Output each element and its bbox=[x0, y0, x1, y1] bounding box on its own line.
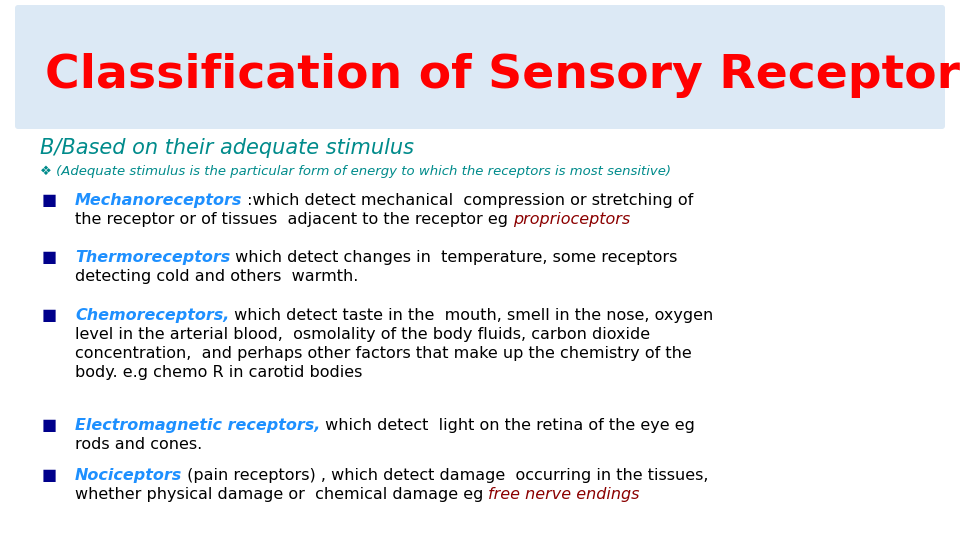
Text: B/Based on their adequate stimulus: B/Based on their adequate stimulus bbox=[40, 138, 414, 158]
Text: level in the arterial blood,  osmolality of the body fluids, carbon dioxide: level in the arterial blood, osmolality … bbox=[75, 327, 650, 342]
Text: ■: ■ bbox=[42, 418, 58, 433]
Text: :which detect mechanical  compression or stretching of: :which detect mechanical compression or … bbox=[242, 193, 694, 208]
Text: ■: ■ bbox=[42, 250, 58, 265]
Text: free nerve endings: free nerve endings bbox=[489, 487, 640, 502]
Text: detecting cold and others  warmth.: detecting cold and others warmth. bbox=[75, 269, 358, 284]
Text: (pain receptors) , which detect damage  occurring in the tissues,: (pain receptors) , which detect damage o… bbox=[182, 468, 708, 483]
Text: which detect taste in the  mouth, smell in the nose, oxygen: which detect taste in the mouth, smell i… bbox=[229, 308, 713, 323]
Text: Chemoreceptors,: Chemoreceptors, bbox=[75, 308, 229, 323]
Text: rods and cones.: rods and cones. bbox=[75, 437, 203, 452]
Text: the receptor or of tissues  adjacent to the receptor eg: the receptor or of tissues adjacent to t… bbox=[75, 212, 514, 227]
Text: Classification of Sensory Receptors-2: Classification of Sensory Receptors-2 bbox=[45, 52, 960, 98]
Text: whether physical damage or  chemical damage eg: whether physical damage or chemical dama… bbox=[75, 487, 489, 502]
Text: ■: ■ bbox=[42, 308, 58, 323]
Text: body. e.g chemo R in carotid bodies: body. e.g chemo R in carotid bodies bbox=[75, 365, 362, 380]
Text: Thermoreceptors: Thermoreceptors bbox=[75, 250, 230, 265]
Text: which detect changes in  temperature, some receptors: which detect changes in temperature, som… bbox=[230, 250, 678, 265]
Text: Nociceptors: Nociceptors bbox=[75, 468, 182, 483]
Text: Mechanoreceptors: Mechanoreceptors bbox=[75, 193, 242, 208]
Text: proprioceptors: proprioceptors bbox=[514, 212, 631, 227]
Text: which detect  light on the retina of the eye eg: which detect light on the retina of the … bbox=[321, 418, 695, 433]
Text: ■: ■ bbox=[42, 468, 58, 483]
Text: ❖ (Adequate stimulus is the particular form of energy to which the receptors is : ❖ (Adequate stimulus is the particular f… bbox=[40, 165, 671, 179]
Text: concentration,  and perhaps other factors that make up the chemistry of the: concentration, and perhaps other factors… bbox=[75, 346, 692, 361]
Text: Electromagnetic receptors,: Electromagnetic receptors, bbox=[75, 418, 321, 433]
FancyBboxPatch shape bbox=[15, 5, 945, 129]
Text: ■: ■ bbox=[42, 193, 58, 208]
